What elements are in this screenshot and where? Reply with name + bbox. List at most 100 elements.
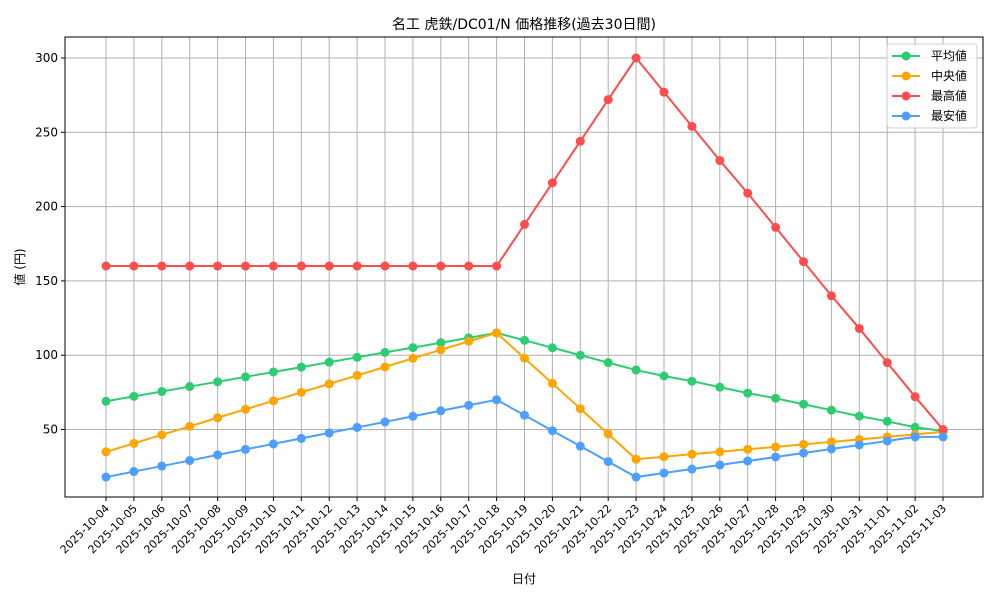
data-point xyxy=(241,444,250,454)
data-point xyxy=(882,416,892,426)
data-point xyxy=(854,440,864,450)
data-point xyxy=(241,404,250,414)
data-point xyxy=(771,442,781,452)
data-point xyxy=(938,432,948,442)
x-axis-label: 日付 xyxy=(512,572,536,586)
data-point xyxy=(352,422,362,432)
data-point xyxy=(631,53,641,63)
data-point xyxy=(101,472,111,482)
data-point xyxy=(799,448,808,458)
data-point xyxy=(436,406,446,416)
data-point xyxy=(547,426,557,436)
data-point xyxy=(352,352,362,362)
data-point xyxy=(268,367,278,377)
data-point xyxy=(129,261,139,271)
data-point xyxy=(882,358,892,368)
data-point xyxy=(631,472,641,482)
data-point xyxy=(492,328,502,338)
legend-label: 最安値 xyxy=(931,108,967,123)
data-point xyxy=(352,370,362,380)
data-point xyxy=(157,386,167,396)
data-point xyxy=(213,261,223,271)
data-point xyxy=(101,447,111,457)
data-point xyxy=(520,219,529,229)
data-point xyxy=(520,410,529,420)
data-point xyxy=(464,261,474,271)
legend-marker-icon xyxy=(901,111,911,121)
legend-label: 中央値 xyxy=(931,68,967,83)
data-point xyxy=(910,432,920,442)
data-point xyxy=(129,467,139,477)
data-point xyxy=(799,439,808,449)
data-point xyxy=(213,450,223,460)
data-point xyxy=(352,261,362,271)
data-point xyxy=(380,417,390,427)
data-point xyxy=(464,400,474,410)
data-point xyxy=(631,365,641,375)
data-point xyxy=(324,357,334,367)
data-point xyxy=(603,95,613,105)
data-point xyxy=(910,392,920,402)
data-point xyxy=(436,345,446,355)
series-lines xyxy=(101,53,948,482)
data-point xyxy=(213,413,223,423)
y-tick-label: 150 xyxy=(35,274,58,288)
data-point xyxy=(659,468,669,478)
data-point xyxy=(603,358,613,368)
data-point xyxy=(157,261,167,271)
data-point xyxy=(854,411,864,421)
data-point xyxy=(743,456,753,466)
data-point xyxy=(659,452,669,462)
data-point xyxy=(296,261,306,271)
data-point xyxy=(408,411,418,421)
legend-label: 最高値 xyxy=(931,88,967,103)
data-point xyxy=(185,456,195,466)
data-point xyxy=(129,391,139,401)
data-point xyxy=(492,395,502,405)
data-point xyxy=(715,382,725,392)
data-point xyxy=(185,382,195,392)
data-point xyxy=(826,405,836,415)
data-point xyxy=(380,362,390,372)
data-point xyxy=(659,371,669,381)
data-point xyxy=(575,441,585,451)
data-point xyxy=(603,457,613,467)
data-point xyxy=(882,436,892,446)
data-point xyxy=(547,343,557,353)
data-point xyxy=(575,136,585,146)
series-最高値 xyxy=(101,53,948,434)
data-point xyxy=(408,343,418,353)
data-point xyxy=(603,429,613,439)
data-point xyxy=(324,261,334,271)
data-point xyxy=(213,377,223,387)
data-point xyxy=(101,261,111,271)
data-point xyxy=(380,347,390,357)
data-point xyxy=(436,338,446,348)
y-tick-label: 250 xyxy=(35,125,58,139)
data-point xyxy=(687,376,697,386)
data-point xyxy=(268,396,278,406)
data-point xyxy=(715,156,725,166)
data-point xyxy=(743,188,753,198)
series-平均値 xyxy=(101,328,948,436)
data-point xyxy=(771,393,781,403)
data-point xyxy=(380,261,390,271)
data-point xyxy=(687,121,697,131)
data-point xyxy=(715,460,725,470)
legend-label: 平均値 xyxy=(931,48,967,63)
data-point xyxy=(687,464,697,474)
data-point xyxy=(854,323,864,333)
chart-title: 名工 虎鉄/DC01/N 価格推移(過去30日間) xyxy=(392,17,656,33)
data-point xyxy=(492,261,502,271)
data-point xyxy=(547,378,557,388)
data-point xyxy=(241,261,250,271)
y-tick-label: 300 xyxy=(35,51,58,65)
data-point xyxy=(910,422,920,432)
legend-marker-icon xyxy=(901,91,911,101)
data-point xyxy=(101,396,111,406)
y-axis-label: 値 (円) xyxy=(12,248,27,285)
data-point xyxy=(743,388,753,398)
data-point xyxy=(743,444,753,454)
